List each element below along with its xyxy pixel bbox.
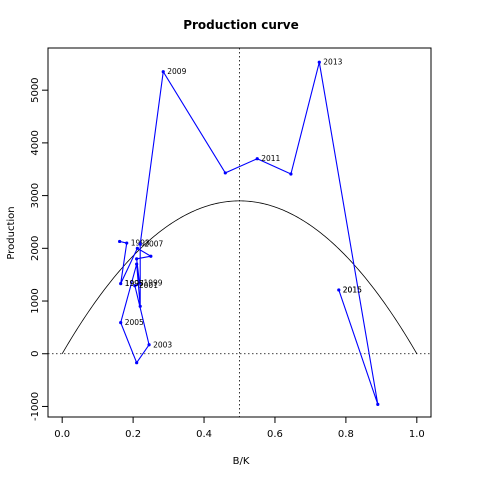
point-label: 2015 — [343, 285, 362, 294]
data-point — [289, 172, 293, 176]
data-point — [125, 241, 129, 245]
x-tick-label: 0.2 — [125, 429, 141, 440]
y-tick-label: 2000 — [30, 236, 41, 261]
data-point — [135, 262, 139, 266]
data-point — [133, 284, 137, 288]
data-point — [118, 239, 122, 244]
chart-title: Production curve — [183, 18, 299, 32]
point-label: 1999 — [143, 279, 162, 288]
x-axis-label: B/K — [233, 456, 250, 467]
x-tick-label: 1.0 — [409, 429, 425, 440]
data-point — [223, 171, 227, 175]
data-point — [137, 281, 142, 285]
y-tick-label: 5000 — [30, 77, 41, 102]
data-point — [376, 402, 380, 406]
point-label: 2011 — [261, 154, 280, 163]
data-point — [255, 157, 259, 161]
x-tick-label: 0.8 — [338, 429, 354, 440]
data-point — [147, 343, 151, 347]
production-curve-line — [61, 200, 418, 354]
point-label: 2005 — [125, 318, 144, 327]
data-point — [149, 254, 153, 258]
y-tick-label: 3000 — [30, 183, 41, 208]
point-label: 2007 — [144, 240, 163, 249]
data-point — [119, 282, 123, 286]
data-point — [317, 60, 321, 64]
y-tick-label: 0 — [30, 351, 41, 357]
point-label: 2003 — [153, 340, 172, 349]
x-tick-label: 0.0 — [54, 429, 70, 440]
data-point — [135, 361, 139, 365]
point-label: 2009 — [167, 67, 186, 76]
x-tick-label: 0.6 — [267, 429, 283, 440]
y-tick-label: 1000 — [30, 288, 41, 313]
data-point — [337, 288, 341, 292]
y-tick-label: 4000 — [30, 130, 41, 155]
point-label: 2013 — [323, 58, 342, 67]
x-tick-label: 0.4 — [196, 429, 212, 440]
data-point — [119, 321, 123, 325]
point-label: 1995 — [125, 279, 144, 288]
data-point — [138, 304, 142, 308]
data-point — [161, 70, 165, 74]
y-axis-label: Production — [6, 206, 17, 259]
data-point — [135, 257, 139, 261]
y-tick-label: -1000 — [30, 392, 41, 421]
point-label: 2015 — [343, 285, 362, 294]
plot-area: 0.0 0.2 0.4 0.6 0.8 1.0 -1000 0 1000 2000 3000 4000… — [30, 47, 432, 440]
data-point — [135, 246, 139, 250]
point-label: 1997 — [125, 279, 144, 288]
point-label: 2001 — [139, 281, 158, 290]
data-point — [138, 242, 142, 246]
